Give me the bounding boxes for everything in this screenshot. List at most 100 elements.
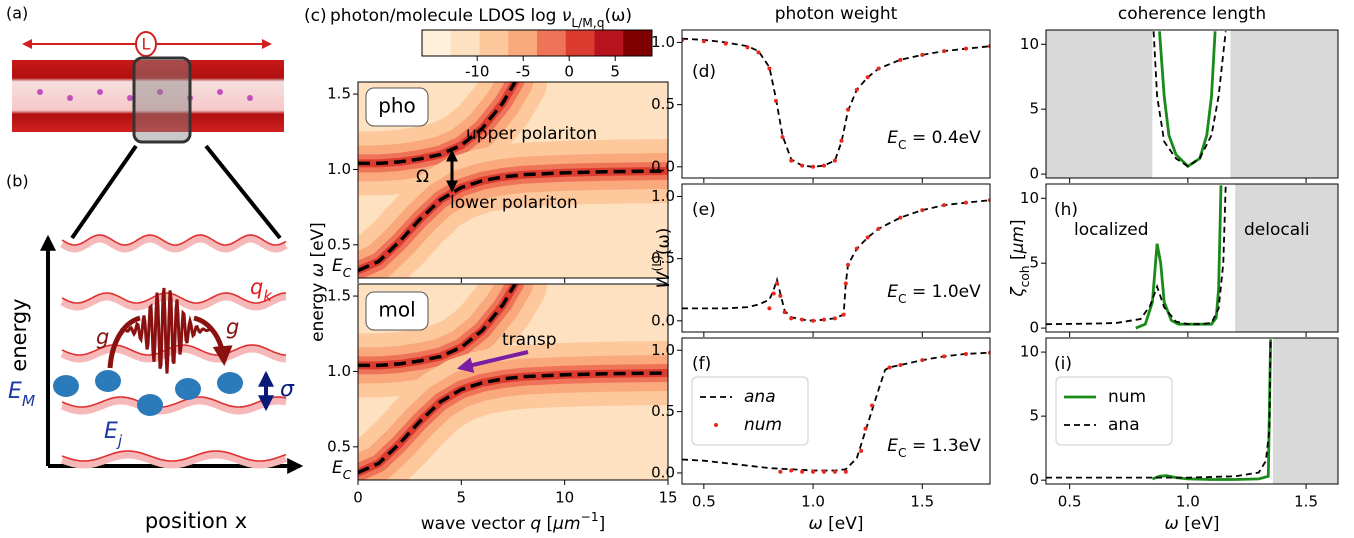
text-part: E — [332, 256, 343, 276]
y-tick-label: 1.5 — [327, 85, 351, 103]
text-part: [ — [541, 514, 553, 534]
data-point — [821, 317, 826, 322]
text-part: ζ — [1008, 286, 1028, 298]
text-part: W — [654, 270, 674, 288]
legend-label: num — [1108, 387, 1146, 407]
text-part: (L) — [650, 255, 664, 271]
text-part: photon/molecule LDOS log — [330, 6, 562, 26]
data-point — [865, 235, 870, 240]
y-tick-label: 0.5 — [651, 249, 675, 267]
length-label: L — [142, 35, 151, 54]
data-point — [865, 75, 870, 80]
y-tick-label: 0 — [1029, 471, 1039, 489]
panel-label: (i) — [1054, 354, 1072, 374]
y-tick-label: 1.0 — [651, 341, 675, 359]
annotation: lower polariton — [450, 193, 578, 213]
y-tick-label: 5 — [1029, 100, 1039, 118]
legend-box — [691, 376, 809, 446]
legend-label: num — [744, 415, 782, 435]
x-tick-label: 1.5 — [1294, 493, 1318, 511]
colorbar-frame — [421, 29, 653, 57]
plot-frame — [681, 183, 991, 333]
panel-tag-box — [365, 87, 429, 127]
panel-label: (e) — [692, 200, 716, 220]
colorbar-tick-label: 0 — [564, 63, 574, 81]
annotation: EC = 0.4eV — [887, 128, 981, 152]
text-part: ω — [308, 263, 328, 277]
coupling-arrow — [107, 315, 141, 369]
data-point — [811, 469, 816, 474]
y-axis-label: W(L)(ω) — [650, 228, 675, 289]
disorder-label: σ — [280, 377, 295, 402]
panel-label: (f) — [692, 354, 711, 374]
data-point — [832, 316, 837, 321]
data-point — [942, 354, 947, 359]
x-tick-label: 15 — [658, 489, 677, 507]
x-tick-label: 5 — [457, 489, 467, 507]
data-point — [963, 351, 968, 356]
x-tick-label: 0 — [353, 489, 363, 507]
y-tick-label: 1.0 — [651, 187, 675, 205]
x-tick-label: 1.5 — [910, 493, 934, 511]
panel-title: photon/molecule LDOS log νL/M,q(ω) — [330, 6, 632, 30]
text-part: [eV] — [823, 514, 864, 534]
data-point — [771, 291, 776, 296]
plot-frame — [1045, 183, 1339, 333]
length-badge — [135, 31, 157, 57]
data-point — [789, 316, 794, 321]
text-part: j — [116, 432, 123, 450]
y-tick-label: 0 — [1029, 319, 1039, 337]
mode-band — [60, 235, 288, 253]
x-axis-label: ω [eV] — [1164, 514, 1219, 534]
data-point — [846, 262, 851, 267]
text-part: E — [332, 458, 343, 478]
y-tick-label: 0.0 — [651, 463, 675, 481]
annotation: EC = 1.0eV — [887, 282, 981, 306]
data-point — [778, 293, 783, 298]
plot-area — [682, 37, 990, 169]
mode-label: qk — [250, 275, 272, 305]
zoom-line — [70, 144, 138, 240]
panel-label: (h) — [1054, 200, 1078, 220]
y-tick-label: 0.5 — [651, 402, 675, 420]
text-part: L/M,q — [571, 16, 604, 30]
text-part: M — [22, 392, 35, 410]
y-tick-label: 5 — [1029, 254, 1039, 272]
colorbar-swatch — [450, 30, 480, 56]
coupling-label: g — [96, 325, 109, 349]
cavity-energy-label: EC — [332, 458, 352, 482]
text-part: ] — [599, 514, 606, 534]
data-point — [789, 158, 794, 163]
data-point — [942, 49, 947, 54]
plot-frame — [357, 81, 669, 279]
text-part: wave vector — [421, 514, 531, 534]
annotation: transp — [502, 330, 557, 350]
data-point — [767, 306, 772, 311]
text-part: energy — [308, 277, 328, 342]
y-tick-label: 0.5 — [327, 437, 351, 455]
legend-box — [1055, 376, 1173, 446]
text-part: [ — [1008, 253, 1028, 265]
annotation: delocali — [1244, 220, 1310, 240]
data-point — [846, 107, 851, 112]
data-point — [863, 426, 868, 431]
panel-tag: mol — [378, 298, 415, 322]
panel-label: (d) — [692, 62, 716, 82]
data-point — [800, 469, 805, 474]
data-point — [920, 358, 925, 363]
data-point — [843, 469, 848, 474]
text-part: ν — [562, 6, 572, 26]
panel-title: photon weight — [775, 4, 898, 24]
text-part: C — [898, 292, 907, 306]
series-line — [1151, 339, 1272, 481]
plot-area — [1046, 338, 1338, 484]
plot-frame — [1045, 337, 1339, 485]
colorbar-swatch — [479, 30, 509, 56]
data-point — [756, 50, 761, 55]
y-tick-label: 1.0 — [327, 160, 351, 178]
plot-area — [682, 350, 990, 474]
series-line — [682, 199, 990, 322]
text-part: μm — [552, 514, 580, 534]
mode-line — [61, 450, 287, 462]
series-line — [358, 371, 668, 475]
